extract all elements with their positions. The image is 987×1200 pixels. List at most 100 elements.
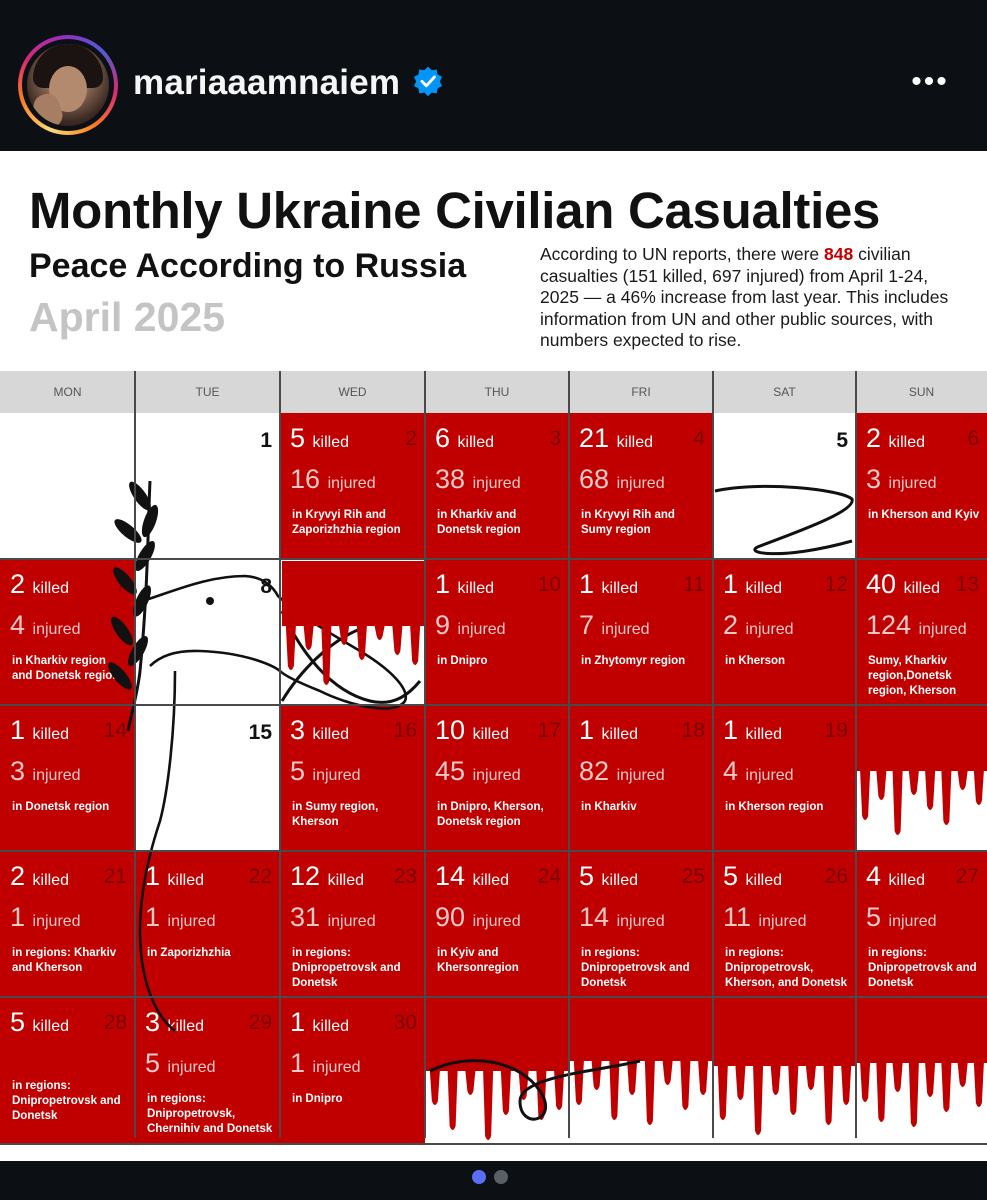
post-header: mariaaamnaiem •••	[0, 16, 987, 151]
carousel-dot[interactable]	[494, 1170, 508, 1184]
empty-cell	[713, 997, 856, 1143]
injured-number: 82	[579, 756, 610, 786]
killed-number: 1	[579, 569, 595, 599]
injured-number: 4	[723, 756, 739, 786]
injured-number: 7	[579, 610, 595, 640]
empty-cell	[425, 997, 569, 1143]
killed-number: 1	[145, 861, 161, 891]
injured-count: 45 injured	[435, 756, 521, 791]
injured-count: 3 injured	[10, 756, 81, 791]
day-number: 8	[260, 575, 272, 598]
killed-count: 1 killed	[290, 1007, 349, 1042]
weekday-header-tue: TUE	[135, 371, 280, 413]
killed-number: 1	[10, 715, 26, 745]
day-cell-10: 10 1 killed 9 injured in Dnipro	[425, 559, 569, 705]
empty-cell	[0, 413, 135, 559]
injured-label: injured	[327, 913, 376, 930]
injured-label: injured	[312, 1059, 361, 1076]
killed-number: 5	[290, 423, 306, 453]
injured-count: 5 injured	[290, 756, 361, 791]
day-number: 3	[549, 427, 561, 450]
day-cell-8: 8	[135, 559, 280, 705]
injured-label: injured	[472, 475, 521, 492]
day-cell-13: 13 40 killed 124 injured Sumy, Kharkiv regi…	[856, 559, 987, 705]
injured-count: 3 injured	[866, 464, 937, 499]
grid-line-vertical	[424, 371, 426, 1138]
carousel-dot[interactable]	[472, 1170, 486, 1184]
injured-label: injured	[312, 767, 361, 784]
injured-number: 11	[723, 902, 752, 932]
day-number: 27	[955, 865, 979, 888]
day-cell-25: 25 5 killed 14 injured in regions: Dniprope…	[569, 851, 713, 997]
killed-count: 3 killed	[145, 1007, 204, 1042]
more-options-button[interactable]: •••	[911, 65, 949, 98]
weekday-header-fri: FRI	[569, 371, 713, 413]
killed-label: killed	[601, 580, 639, 597]
injured-number: 4	[10, 610, 26, 640]
killed-count: 14 killed	[435, 861, 509, 896]
grid-line-horizontal	[0, 558, 987, 560]
grid-line-vertical	[568, 371, 570, 1138]
killed-count: 1 killed	[723, 569, 782, 604]
injured-count: 68 injured	[579, 464, 665, 499]
killed-number: 2	[10, 569, 26, 599]
injured-count: 5 injured	[866, 902, 937, 937]
injured-count: 14 injured	[579, 902, 665, 937]
empty-cell	[569, 997, 713, 1143]
killed-number: 14	[435, 861, 466, 891]
killed-number: 1	[723, 715, 739, 745]
injured-label: injured	[888, 475, 937, 492]
injured-count: 5 injured	[145, 1048, 216, 1083]
day-cell-19: 19 1 killed 4 injured in Kherson region	[713, 705, 856, 851]
region-text: in Kherson region	[725, 801, 824, 813]
grid-line-horizontal	[0, 704, 987, 706]
region-text: in regions: Dnipropetrovsk and Donetsk	[12, 1080, 121, 1122]
killed-label: killed	[745, 726, 783, 743]
injured-label: injured	[601, 621, 650, 638]
killed-count: 10 killed	[435, 715, 509, 750]
killed-count: 1 killed	[145, 861, 204, 896]
day-cell-4: 4 21 killed 68 injured in Kryvyi Rih and Su…	[569, 413, 713, 559]
region-text: in Kryvyi Rih and Sumy region	[581, 509, 675, 536]
killed-label: killed	[457, 434, 495, 451]
killed-label: killed	[32, 580, 70, 597]
avatar[interactable]	[18, 35, 118, 135]
region-text: in Kherson	[725, 655, 786, 667]
day-cell-20: 20	[856, 705, 987, 851]
injured-label: injured	[918, 621, 967, 638]
killed-count: 1 killed	[579, 715, 638, 750]
grid-line-vertical	[855, 371, 857, 1138]
grid-line-horizontal	[0, 850, 987, 852]
injured-label: injured	[32, 621, 81, 638]
injured-number: 1	[145, 902, 161, 932]
killed-count: 2 killed	[10, 569, 69, 604]
day-number: 21	[103, 865, 127, 888]
injured-count: 1 injured	[145, 902, 216, 937]
killed-count: 2 killed	[10, 861, 69, 896]
username-link[interactable]: mariaaamnaiem	[133, 63, 401, 102]
injured-count: 1 injured	[290, 1048, 361, 1083]
poster-description: According to UN reports, there were 848 …	[540, 244, 970, 352]
injured-label: injured	[616, 767, 665, 784]
injured-number: 31	[290, 902, 321, 932]
day-number: 2	[405, 427, 417, 450]
region-text: in regions: Dnipropetrovsk and Donetsk	[868, 947, 977, 989]
grid-line-horizontal	[0, 996, 987, 998]
injured-number: 1	[290, 1048, 306, 1078]
killed-number: 12	[290, 861, 321, 891]
injured-count: 7 injured	[579, 610, 650, 645]
killed-label: killed	[472, 872, 510, 889]
day-number: 5	[836, 429, 848, 452]
killed-count: 21 killed	[579, 423, 653, 458]
day-number: 10	[537, 573, 561, 596]
day-cell-2: 2 5 killed 16 injured in Kryvyi Rih and Zap…	[280, 413, 425, 559]
injured-label: injured	[745, 767, 794, 784]
injured-number: 5	[145, 1048, 161, 1078]
injured-number: 16	[290, 464, 321, 494]
region-text: in Kharkiv and Donetsk region	[437, 509, 521, 536]
region-text: in regions: Dnipropetrovsk and Donetsk	[581, 947, 690, 989]
injured-number: 1	[10, 902, 26, 932]
killed-label: killed	[312, 434, 350, 451]
day-number: 14	[103, 719, 127, 742]
day-cell-5: 5	[713, 413, 856, 559]
